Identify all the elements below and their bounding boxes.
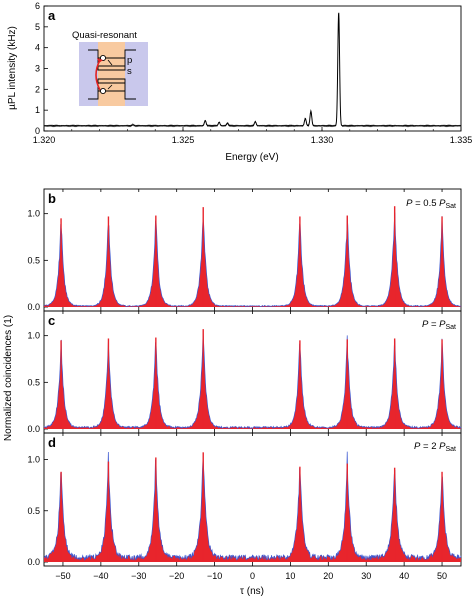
inset-label: Quasi-resonant — [72, 30, 137, 41]
correlation-xtick-label: −20 — [169, 571, 184, 581]
correlation-xtick-label: 30 — [361, 571, 371, 581]
panel-b: 0.0 0.5 1.0 — [27, 189, 462, 312]
panel-a-spectrum-line — [43, 12, 462, 128]
panel-a-xtick-label: 1.330 — [311, 135, 334, 145]
panel-a-xtick-label: 1.325 — [172, 135, 195, 145]
correlation-xtick-label: −50 — [55, 571, 70, 581]
panel-c-histogram-line — [43, 330, 462, 430]
correlation-x-ticks: −50 −40 −30 −20 −10 0 10 20 30 40 50 — [55, 571, 447, 581]
panel-a: 1.320 1.325 1.330 1.335 0 1 2 3 4 5 6 a Energy (eV… — [7, 1, 472, 163]
inset-well — [98, 42, 125, 106]
inset-arrowhead-icon — [97, 58, 103, 63]
correlation-xtick-label: 20 — [323, 571, 333, 581]
panel-a-ytick-label: 2 — [35, 84, 40, 94]
panel-c-annotation: P = PSat — [422, 319, 456, 331]
inset-electron-circle — [99, 54, 107, 62]
panel-a-xtick-label: 1.335 — [450, 135, 473, 145]
panel-a-ytick-label: 3 — [35, 64, 40, 74]
panel-b-ytick-label: 0.5 — [27, 255, 40, 265]
panel-a-ticks: 1.320 1.325 1.330 1.335 0 1 2 3 4 5 6 — [33, 1, 473, 145]
correlation-xtick-label: 10 — [285, 571, 295, 581]
panel-d-ytick-label: 0.5 — [27, 506, 40, 516]
panel-a-letter: a — [48, 8, 56, 23]
panel-d: 0.0 0.5 1.0 — [27, 433, 462, 567]
correlation-xlabel: τ (ns) — [240, 586, 264, 597]
panel-d-ytick-label: 1.0 — [27, 455, 40, 465]
panel-b-histogram-line — [43, 212, 462, 308]
panel-d-ytick-label: 0.0 — [27, 557, 40, 567]
panel-a-ytick-label: 5 — [35, 22, 40, 32]
panel-a-xtick-label: 1.320 — [33, 135, 56, 145]
correlation-xtick-label: 40 — [399, 571, 409, 581]
inset-relax-arrow-upper-icon — [107, 59, 113, 66]
inset-hole-circle — [99, 87, 107, 95]
panel-b-ytick-label: 1.0 — [27, 209, 40, 219]
panel-d-histogram-line — [43, 451, 462, 562]
panel-a-ytick-label: 1 — [35, 105, 40, 115]
correlation-xtick-label: −40 — [93, 571, 108, 581]
panel-b-ytick-label: 0.0 — [27, 302, 40, 312]
panel-a-ytick-label: 0 — [35, 126, 40, 136]
panel-c-ytick-label: 0.5 — [27, 377, 40, 387]
inset-p-label: p — [127, 55, 132, 66]
panel-a-ytick-label: 4 — [35, 43, 40, 53]
inset-relax-arrow-lower-icon — [107, 84, 113, 90]
inset-s-label: s — [127, 66, 132, 77]
panel-a-ylabel: µPL intensity (kHz) — [7, 26, 18, 110]
correlation-xtick-label: −10 — [207, 571, 222, 581]
inset-valence-band — [88, 78, 136, 100]
correlation-xtick-label: 50 — [437, 571, 447, 581]
inset-conduction-band — [88, 49, 136, 71]
panel-d-annotation: P = 2 PSat — [414, 441, 456, 453]
panel-c-ytick-label: 0.0 — [27, 424, 40, 434]
panel-a-xlabel: Energy (eV) — [225, 152, 278, 163]
panel-a-ytick-label: 6 — [35, 1, 40, 11]
correlation-xtick-label: −30 — [131, 571, 146, 581]
panel-c-ytick-label: 1.0 — [27, 331, 40, 341]
panel-b-letter: b — [48, 191, 56, 206]
correlation-ylabel: Normalized coincidences (1) — [3, 315, 14, 441]
panel-a-inset: Quasi-resonant p s — [72, 30, 148, 106]
correlation-xtick-label: 0 — [250, 571, 255, 581]
panel-b-annotation: P = 0.5 PSat — [406, 198, 456, 210]
correlation-panels: 0.0 0.5 1.0 0.0 0.5 1.0 0.0 0.5 1.0 b c d P = … — [3, 188, 462, 597]
panel-c-letter: c — [48, 313, 55, 328]
panel-d-letter: d — [48, 435, 56, 450]
panel-c: 0.0 0.5 1.0 — [27, 311, 462, 434]
